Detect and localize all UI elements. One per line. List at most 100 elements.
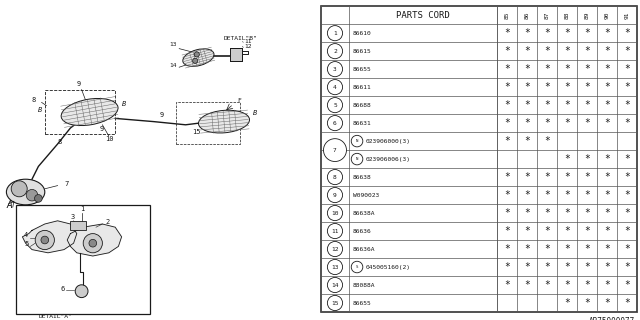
Text: *: * xyxy=(584,280,590,290)
Text: *: * xyxy=(544,136,550,146)
Text: 023906006(3): 023906006(3) xyxy=(365,156,410,162)
Text: *: * xyxy=(524,82,530,92)
Text: *: * xyxy=(504,136,510,146)
Text: 7: 7 xyxy=(64,180,68,187)
Circle shape xyxy=(323,139,346,162)
Text: *: * xyxy=(564,262,570,272)
Text: 9: 9 xyxy=(99,126,104,132)
Text: *: * xyxy=(624,64,630,74)
Text: *: * xyxy=(544,100,550,110)
Text: *: * xyxy=(564,226,570,236)
Text: 6: 6 xyxy=(333,121,337,126)
Text: *: * xyxy=(504,64,510,74)
Circle shape xyxy=(328,260,342,275)
Text: *: * xyxy=(604,28,610,38)
Text: *: * xyxy=(624,82,630,92)
Circle shape xyxy=(83,234,102,253)
Text: AB75000077: AB75000077 xyxy=(589,317,635,320)
Text: 88: 88 xyxy=(564,12,570,19)
Text: 90: 90 xyxy=(604,12,609,19)
Text: 89: 89 xyxy=(584,12,589,19)
Circle shape xyxy=(328,80,342,95)
Text: *: * xyxy=(584,118,590,128)
Text: *: * xyxy=(544,208,550,218)
Circle shape xyxy=(328,116,342,131)
Text: *: * xyxy=(624,262,630,272)
Text: 91: 91 xyxy=(624,12,629,19)
Text: *: * xyxy=(524,208,530,218)
Bar xyxy=(70,221,86,230)
Text: *: * xyxy=(504,280,510,290)
Text: *: * xyxy=(504,46,510,56)
Text: *: * xyxy=(584,226,590,236)
Circle shape xyxy=(328,295,342,311)
Circle shape xyxy=(351,153,363,165)
Text: 85: 85 xyxy=(504,12,509,19)
Text: *: * xyxy=(604,118,610,128)
Text: *: * xyxy=(584,172,590,182)
Text: *: * xyxy=(624,244,630,254)
Text: 2: 2 xyxy=(106,219,110,225)
Text: 86688: 86688 xyxy=(353,103,371,108)
Text: *: * xyxy=(564,28,570,38)
Text: *: * xyxy=(504,244,510,254)
Circle shape xyxy=(76,285,88,298)
Circle shape xyxy=(26,189,38,201)
Bar xyxy=(176,102,240,144)
Text: *: * xyxy=(524,100,530,110)
Text: 86611: 86611 xyxy=(353,84,371,90)
Circle shape xyxy=(328,44,342,59)
Text: 045005160(2): 045005160(2) xyxy=(365,265,410,269)
Text: *: * xyxy=(624,208,630,218)
Circle shape xyxy=(328,98,342,113)
Text: *: * xyxy=(604,298,610,308)
Text: *: * xyxy=(624,172,630,182)
Text: *: * xyxy=(604,280,610,290)
Text: 6: 6 xyxy=(61,286,65,292)
Text: *: * xyxy=(604,262,610,272)
Circle shape xyxy=(328,223,342,239)
Text: DETAIL"B": DETAIL"B" xyxy=(224,36,258,41)
Circle shape xyxy=(328,26,342,41)
Text: *: * xyxy=(504,82,510,92)
Text: *: * xyxy=(624,46,630,56)
Circle shape xyxy=(328,277,342,292)
Text: PARTS CORD: PARTS CORD xyxy=(396,11,450,20)
Text: *: * xyxy=(504,208,510,218)
Text: *: * xyxy=(544,64,550,74)
Ellipse shape xyxy=(198,110,250,133)
Text: 1: 1 xyxy=(333,31,337,36)
Text: 13: 13 xyxy=(170,42,177,47)
Text: 86636A: 86636A xyxy=(353,246,375,252)
Text: *: * xyxy=(564,64,570,74)
Text: *: * xyxy=(524,64,530,74)
Text: *: * xyxy=(564,208,570,218)
Text: *: * xyxy=(544,262,550,272)
Text: *: * xyxy=(604,100,610,110)
Text: *: * xyxy=(564,46,570,56)
Text: 5: 5 xyxy=(333,103,337,108)
Text: *: * xyxy=(524,118,530,128)
Text: 11: 11 xyxy=(244,39,252,44)
Text: *: * xyxy=(584,64,590,74)
Text: *: * xyxy=(584,244,590,254)
Ellipse shape xyxy=(6,179,45,205)
Text: 15: 15 xyxy=(192,129,200,135)
Text: 1: 1 xyxy=(80,206,84,212)
Text: *: * xyxy=(544,226,550,236)
Text: *: * xyxy=(584,100,590,110)
Text: 9: 9 xyxy=(77,81,81,87)
Text: *: * xyxy=(624,100,630,110)
Bar xyxy=(45,90,115,134)
Text: *: * xyxy=(504,262,510,272)
Text: 8: 8 xyxy=(58,139,62,145)
Text: 10: 10 xyxy=(332,211,339,216)
Text: 87: 87 xyxy=(545,12,550,19)
Text: *: * xyxy=(604,190,610,200)
Text: *: * xyxy=(584,28,590,38)
Text: *: * xyxy=(504,100,510,110)
Text: S: S xyxy=(356,265,358,269)
Text: *: * xyxy=(604,46,610,56)
Ellipse shape xyxy=(183,49,214,66)
Circle shape xyxy=(35,230,54,250)
